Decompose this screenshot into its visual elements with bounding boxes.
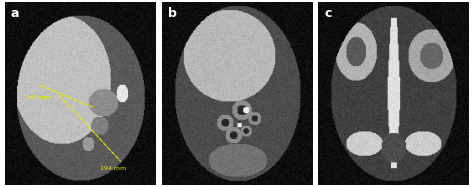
Text: a: a (11, 7, 19, 20)
Text: c: c (325, 7, 332, 20)
Text: b: b (168, 7, 176, 20)
Text: 194 mm: 194 mm (100, 166, 127, 171)
Text: 168 mm: 168 mm (27, 95, 52, 100)
